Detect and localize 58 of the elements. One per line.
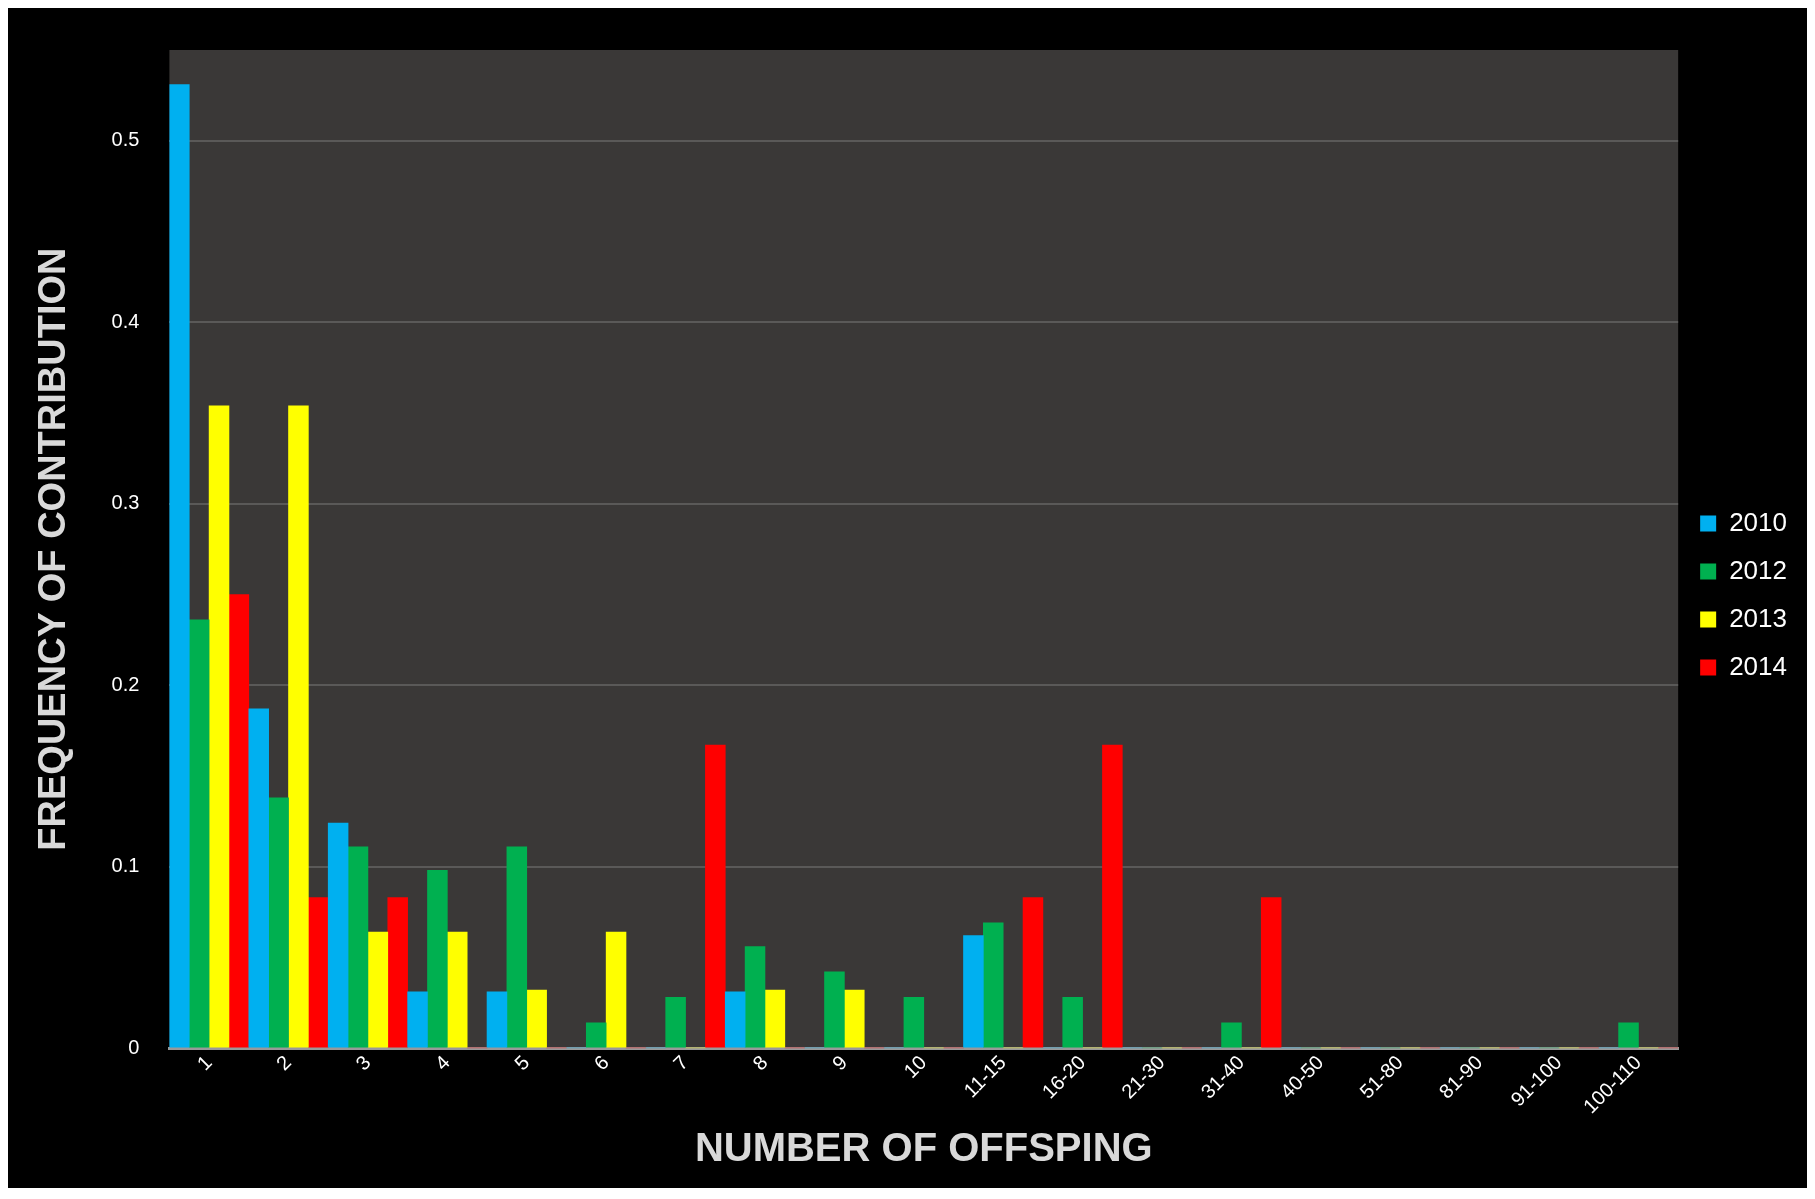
x-tick-label: 5 <box>510 1050 534 1075</box>
y-tick-label: 0.4 <box>111 309 140 332</box>
bar <box>1102 744 1123 1048</box>
bar <box>188 619 210 1048</box>
bar <box>387 897 408 1048</box>
legend-label: 2013 <box>1729 602 1787 633</box>
bar <box>367 931 389 1048</box>
y-tick-label: 0 <box>128 1035 140 1058</box>
y-tick-label: 0.1 <box>111 854 140 877</box>
x-axis-title: NUMBER OF OFFSPING <box>694 1125 1153 1170</box>
x-tick-label: 8 <box>748 1050 772 1075</box>
bar <box>506 846 528 1048</box>
legend-label: 2014 <box>1729 650 1787 681</box>
bar <box>427 869 448 1048</box>
x-tick-label: 10 <box>899 1050 931 1083</box>
bar <box>705 744 726 1048</box>
y-tick-label: 0.2 <box>111 672 140 695</box>
bar <box>1260 897 1282 1048</box>
bar <box>248 708 269 1048</box>
bar <box>268 797 289 1048</box>
y-axis-title: FREQUENCY OF CONTRIBUTION <box>31 247 74 851</box>
bar <box>1062 997 1083 1048</box>
y-tick-label: 0.3 <box>111 491 140 514</box>
bar <box>288 405 309 1048</box>
bar <box>585 1022 607 1048</box>
bar <box>228 594 250 1048</box>
bar <box>724 991 746 1048</box>
bar <box>983 922 1004 1048</box>
legend-label: 2010 <box>1729 506 1787 537</box>
bar <box>486 991 508 1048</box>
x-tick-label: 3 <box>351 1050 375 1075</box>
legend-label: 2012 <box>1729 554 1787 585</box>
x-tick-label: 6 <box>589 1050 613 1075</box>
x-tick-label: 1 <box>192 1050 216 1075</box>
x-tick-label: 9 <box>827 1050 852 1075</box>
bar <box>1618 1022 1639 1048</box>
x-tick-label: 7 <box>668 1050 693 1075</box>
bar <box>744 946 766 1048</box>
bar <box>407 991 428 1048</box>
bar <box>764 989 786 1048</box>
bar <box>526 989 547 1048</box>
bar <box>844 989 865 1048</box>
bar <box>1221 1022 1242 1048</box>
bar <box>1022 897 1044 1048</box>
bar <box>208 405 230 1048</box>
x-tick-label: 4 <box>430 1050 455 1075</box>
x-tick-label: 2 <box>271 1050 296 1075</box>
bar <box>169 84 190 1048</box>
bar <box>665 997 686 1048</box>
bar <box>605 931 627 1048</box>
bar <box>447 931 468 1048</box>
bar <box>347 846 369 1048</box>
bar <box>327 822 349 1048</box>
bar <box>963 935 984 1048</box>
bar <box>824 971 845 1048</box>
bar <box>903 997 925 1048</box>
bar <box>308 897 329 1048</box>
y-tick-label: 0.5 <box>111 128 140 151</box>
